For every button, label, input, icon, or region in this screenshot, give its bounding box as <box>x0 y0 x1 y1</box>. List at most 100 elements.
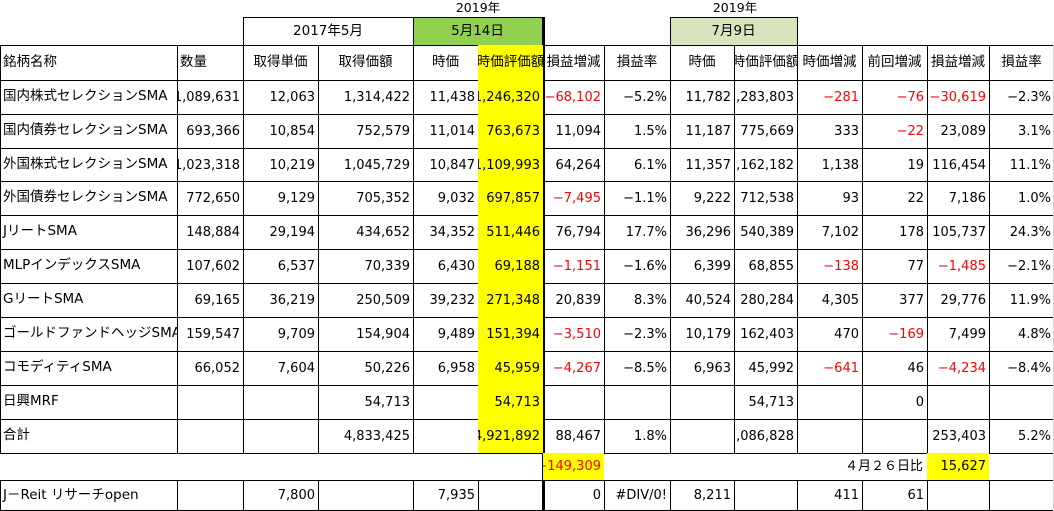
row-value-may[interactable]: 1,109,993 <box>478 148 543 182</box>
row-cost-value[interactable]: 1,045,729 <box>343 157 410 173</box>
row-pl-rate-may[interactable]: −2.3% <box>623 326 667 342</box>
row-unit-cost[interactable]: 9,129 <box>277 190 315 206</box>
row-value-may[interactable]: 271,348 <box>478 283 543 317</box>
total-prev-change[interactable] <box>862 419 927 453</box>
extra-row-pl-rate-may[interactable]: #DIV/0! <box>615 488 668 503</box>
row-price-change[interactable]: −138 <box>823 258 859 274</box>
extra-row-price-may[interactable]: 7,935 <box>437 488 475 503</box>
col-header-price-jul[interactable]: 時価 <box>688 53 716 70</box>
row-pl-change-jul[interactable]: −1,485 <box>937 258 986 274</box>
row-pl-rate-may[interactable]: −1.1% <box>623 190 667 206</box>
row-price-jul[interactable]: 11,187 <box>685 123 732 139</box>
col-header-cost-value[interactable]: 取得価額 <box>338 53 393 70</box>
extra-row-price-change[interactable]: 411 <box>834 488 859 503</box>
row-pl-change-may[interactable]: −3,510 <box>552 326 601 342</box>
row-value-jul[interactable]: 68,855 <box>748 258 795 274</box>
row-value-may[interactable]: 1,246,320 <box>478 80 543 114</box>
row-cost-value[interactable]: 1,314,422 <box>343 89 410 105</box>
row-value-jul[interactable]: 1,283,803 <box>734 89 794 105</box>
row-price-may[interactable]: 9,032 <box>437 190 475 206</box>
period-header-2017[interactable]: 2017年5月 <box>293 22 363 39</box>
row-security-name[interactable]: ゴールドファンドヘッジSMA <box>3 325 177 342</box>
row-cost-value[interactable]: 434,652 <box>356 224 410 240</box>
col-header-price-change[interactable]: 時価増減 <box>802 53 857 70</box>
total-price-change[interactable] <box>797 419 862 453</box>
total-value-may[interactable]: 4,921,892 <box>478 419 543 453</box>
col-header-pl-change-jul[interactable]: 損益増減 <box>931 53 985 70</box>
row-quantity[interactable]: 772,650 <box>186 190 240 206</box>
extra-row-unit-cost[interactable]: 7,800 <box>277 488 315 503</box>
row-value-jul[interactable]: 712,538 <box>740 190 794 206</box>
row-quantity[interactable]: 1,089,631 <box>177 89 240 105</box>
row-cost-value[interactable]: 154,904 <box>356 326 410 342</box>
row-pl-change-may[interactable]: −1,151 <box>552 258 601 274</box>
row-price-jul[interactable] <box>670 385 734 419</box>
row-pl-change-jul[interactable]: 23,089 <box>940 123 987 139</box>
row-price-may[interactable]: 9,489 <box>437 326 475 342</box>
row-pl-rate-jul[interactable]: 24.3% <box>1009 224 1051 240</box>
row-value-may[interactable]: 151,394 <box>478 317 543 351</box>
row-price-may[interactable] <box>413 385 478 419</box>
row-price-change[interactable]: 470 <box>834 326 859 342</box>
total-unit-cost[interactable] <box>243 419 318 453</box>
row-pl-rate-jul[interactable]: 1.0% <box>1017 190 1051 206</box>
row-price-jul[interactable]: 6,399 <box>693 258 731 274</box>
row-value-jul[interactable]: 54,713 <box>748 394 795 410</box>
row-security-name[interactable]: 国内株式セレクションSMA <box>3 88 168 105</box>
row-price-jul[interactable]: 6,963 <box>693 360 731 376</box>
row-price-change[interactable] <box>797 385 862 419</box>
col-header-prev-change[interactable]: 前回増減 <box>867 53 922 70</box>
row-price-change[interactable]: 333 <box>834 123 859 139</box>
row-value-may[interactable]: 511,446 <box>478 215 543 249</box>
row-unit-cost[interactable]: 10,219 <box>269 157 316 173</box>
row-quantity[interactable]: 148,884 <box>186 224 240 240</box>
row-unit-cost[interactable]: 10,854 <box>269 123 316 139</box>
row-pl-change-jul[interactable]: −4,234 <box>937 360 986 376</box>
row-pl-change-jul[interactable]: 7,186 <box>948 190 986 206</box>
row-value-may[interactable]: 45,959 <box>478 351 543 385</box>
row-price-change[interactable]: 7,102 <box>821 224 859 240</box>
row-pl-rate-may[interactable]: −5.2% <box>623 89 667 105</box>
row-value-may[interactable]: 697,857 <box>478 181 543 215</box>
col-header-unit-cost[interactable]: 取得単価 <box>253 53 308 70</box>
row-pl-change-may[interactable] <box>543 385 604 419</box>
col-header-pl-change-may[interactable]: 損益増減 <box>546 53 601 70</box>
row-pl-rate-may[interactable]: 6.1% <box>633 157 667 173</box>
row-unit-cost[interactable]: 7,604 <box>277 360 315 376</box>
row-pl-change-jul[interactable]: −30,619 <box>929 89 986 105</box>
row-security-name[interactable]: JリートSMA <box>3 223 77 240</box>
row-pl-change-may[interactable]: 11,094 <box>555 123 602 139</box>
may-diff-summary[interactable]: −149,309 <box>543 453 604 480</box>
row-security-name[interactable]: 外国株式セレクションSMA <box>3 156 168 173</box>
row-pl-rate-jul[interactable] <box>989 385 1054 419</box>
row-price-jul[interactable]: 9,222 <box>693 190 731 206</box>
total-pl-change-may[interactable]: 88,467 <box>555 428 602 444</box>
row-cost-value[interactable]: 250,509 <box>356 292 410 308</box>
row-price-may[interactable]: 34,352 <box>429 224 476 240</box>
col-header-pl-rate-may[interactable]: 損益率 <box>616 53 658 70</box>
total-price-jul[interactable] <box>670 419 734 453</box>
row-security-name[interactable]: 国内債券セレクションSMA <box>3 122 168 139</box>
extra-row-value-jul[interactable] <box>734 480 797 511</box>
row-pl-change-may[interactable]: −4,267 <box>552 360 601 376</box>
row-unit-cost[interactable]: 36,219 <box>269 292 316 308</box>
row-quantity[interactable]: 69,165 <box>194 292 241 308</box>
row-value-jul[interactable]: 1,162,182 <box>734 157 794 173</box>
row-price-may[interactable]: 6,430 <box>437 258 475 274</box>
row-cost-value[interactable]: 70,339 <box>364 258 411 274</box>
row-security-name[interactable]: 日興MRF <box>3 393 59 410</box>
col-header-value-jul[interactable]: 時価評価額 <box>734 53 797 70</box>
row-pl-change-jul[interactable] <box>927 385 989 419</box>
row-value-jul[interactable]: 280,284 <box>740 292 794 308</box>
apr-compare-label[interactable]: ４月２６日比 <box>844 459 923 474</box>
row-pl-rate-jul[interactable]: 3.1% <box>1017 123 1051 139</box>
row-cost-value[interactable]: 752,579 <box>356 123 410 139</box>
col-header-value-may[interactable]: 時価評価額 <box>478 45 543 80</box>
col-header-pl-rate-jul[interactable]: 損益率 <box>1001 53 1042 70</box>
extra-row-pl-change-may[interactable]: 0 <box>592 488 601 503</box>
row-prev-change[interactable]: −22 <box>896 123 924 139</box>
row-unit-cost[interactable]: 29,194 <box>269 224 316 240</box>
total-cost-value[interactable]: 4,833,425 <box>343 428 410 444</box>
row-security-name[interactable]: 外国債券セレクションSMA <box>3 189 168 206</box>
row-prev-change[interactable]: −76 <box>896 89 924 105</box>
